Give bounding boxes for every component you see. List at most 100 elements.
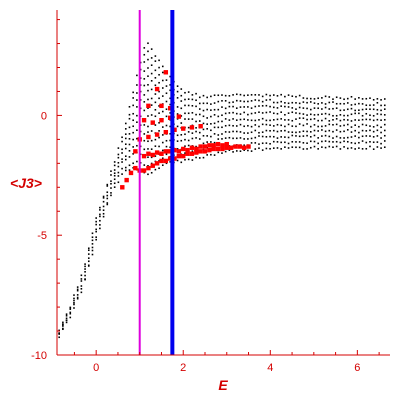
data-point xyxy=(143,148,146,151)
data-point xyxy=(239,131,242,133)
data-point xyxy=(113,186,116,188)
data-point xyxy=(335,114,338,117)
data-point xyxy=(143,133,146,135)
data-point xyxy=(133,165,138,171)
data-point xyxy=(354,112,356,115)
data-point xyxy=(91,246,94,249)
data-point xyxy=(106,185,109,187)
data-point xyxy=(243,149,245,151)
data-point xyxy=(124,137,127,140)
data-point xyxy=(207,143,212,148)
data-point xyxy=(117,171,120,174)
data-point xyxy=(239,137,242,139)
data-point xyxy=(150,88,153,91)
y-axis-label: <J3> xyxy=(10,175,42,191)
data-point xyxy=(202,122,205,125)
data-point xyxy=(376,118,379,121)
data-point xyxy=(321,129,323,131)
data-point xyxy=(291,95,294,97)
data-point xyxy=(361,148,364,150)
data-point xyxy=(154,155,157,157)
data-point xyxy=(298,146,301,149)
data-point xyxy=(343,114,345,117)
data-point xyxy=(380,104,382,107)
data-point xyxy=(159,151,164,156)
data-point xyxy=(176,134,179,137)
data-point xyxy=(136,106,138,108)
data-point xyxy=(195,130,197,133)
data-point xyxy=(198,157,201,159)
data-point xyxy=(167,149,173,154)
data-point xyxy=(143,84,146,87)
data-point xyxy=(217,120,220,123)
data-point xyxy=(302,97,305,99)
data-point xyxy=(146,134,151,140)
data-point xyxy=(343,102,345,105)
data-point xyxy=(165,108,168,111)
data-point xyxy=(258,105,260,107)
data-point xyxy=(91,232,94,235)
data-point xyxy=(250,94,253,96)
data-point xyxy=(295,131,297,134)
data-point xyxy=(250,142,253,144)
data-point xyxy=(358,136,360,139)
data-point xyxy=(254,129,257,132)
data-point xyxy=(150,152,155,158)
data-point xyxy=(158,105,160,107)
data-point xyxy=(195,105,197,108)
data-point xyxy=(269,135,271,138)
data-point xyxy=(154,150,160,155)
data-point xyxy=(154,93,157,95)
data-point xyxy=(198,131,201,134)
data-point xyxy=(124,158,127,161)
data-point xyxy=(280,111,282,113)
data-point xyxy=(235,125,238,127)
data-point xyxy=(73,299,75,302)
data-point xyxy=(306,142,308,145)
data-point xyxy=(165,145,168,148)
data-point xyxy=(361,114,364,117)
data-point xyxy=(276,101,279,104)
data-point xyxy=(158,73,160,76)
data-point xyxy=(291,101,294,104)
data-point xyxy=(185,147,190,153)
data-point xyxy=(321,113,323,115)
data-point xyxy=(206,117,208,119)
data-point xyxy=(165,153,168,156)
data-point xyxy=(224,124,227,127)
data-point xyxy=(158,136,160,139)
data-point xyxy=(62,327,64,330)
data-point xyxy=(106,183,109,186)
data-point xyxy=(332,141,334,143)
data-point xyxy=(184,138,186,141)
data-point xyxy=(287,147,290,149)
data-point xyxy=(309,131,312,133)
data-point xyxy=(339,119,342,122)
data-point xyxy=(141,168,147,173)
data-point xyxy=(224,145,229,150)
data-point xyxy=(380,137,382,139)
data-point xyxy=(163,149,169,154)
data-point xyxy=(306,123,308,125)
data-point xyxy=(99,227,101,230)
data-point xyxy=(295,102,297,104)
data-point xyxy=(302,117,305,120)
data-point xyxy=(161,95,164,97)
data-point xyxy=(213,133,216,135)
data-point xyxy=(295,95,297,98)
data-point xyxy=(232,94,234,96)
data-point xyxy=(195,145,197,148)
data-point xyxy=(180,122,183,124)
data-point xyxy=(350,113,353,116)
data-point xyxy=(176,140,179,142)
data-point xyxy=(147,75,149,77)
data-point xyxy=(243,100,245,103)
data-point xyxy=(132,146,134,148)
data-point xyxy=(321,140,323,143)
data-point xyxy=(280,124,282,127)
data-point xyxy=(167,106,173,111)
data-point xyxy=(269,130,271,132)
data-point xyxy=(232,118,234,120)
data-point xyxy=(187,112,190,115)
data-point xyxy=(309,140,312,143)
